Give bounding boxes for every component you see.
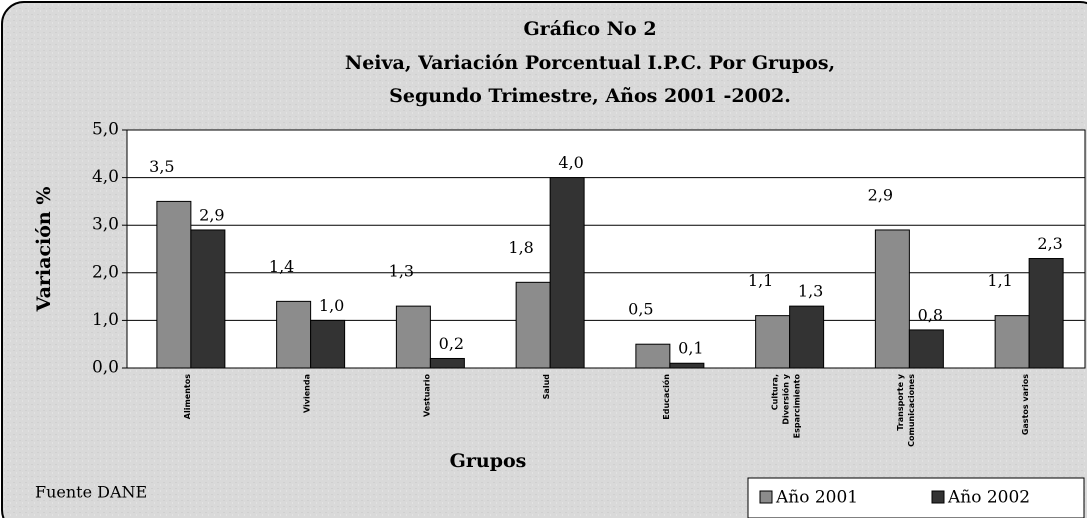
- bar: [515, 281, 551, 369]
- legend-swatch: [759, 490, 773, 504]
- data-label: 3,5: [149, 157, 174, 176]
- annotation: Fuente DANE: [35, 483, 147, 502]
- subtitle: Segundo Trimestre, Años 2001 -2002.: [389, 85, 791, 107]
- data-label: 1,8: [508, 238, 533, 257]
- legend-label: Año 2002: [947, 488, 1030, 508]
- data-label: 2,3: [1037, 234, 1062, 253]
- bar: [156, 200, 192, 369]
- bar: [190, 229, 226, 369]
- legend-label: Año 2001: [775, 488, 858, 508]
- x-tick-label: Alimentos: [182, 374, 191, 419]
- data-label: 0,5: [628, 300, 653, 319]
- data-label: 2,9: [199, 205, 224, 224]
- x-tick-label: Gastos varios: [1021, 374, 1030, 435]
- y-tick-label: 4,0: [92, 167, 119, 187]
- bar: [395, 305, 431, 369]
- legend-swatch: [931, 490, 945, 504]
- y-tick-label: 2,0: [92, 262, 119, 282]
- chart-title: Gráfico No 2: [523, 18, 656, 40]
- data-label: 1,1: [987, 271, 1012, 290]
- bar: [276, 300, 312, 369]
- y-tick-label: 3,0: [92, 215, 119, 235]
- data-label: 0,1: [678, 339, 703, 358]
- x-tick-label: Vivienda: [302, 374, 311, 413]
- x-tick-label: Transporte y Comunicaciones: [895, 373, 915, 447]
- bar: [755, 315, 791, 369]
- x-tick-label: Vestuario: [422, 374, 431, 418]
- bar: [1028, 258, 1064, 369]
- data-label: 0,2: [439, 334, 464, 353]
- bar: [669, 362, 705, 369]
- legend: [747, 477, 1085, 518]
- x-tick-label: Cultura, Diversión y Esparcimiento: [770, 373, 801, 438]
- x-tick-label: Educación: [660, 374, 670, 420]
- data-label: 1,0: [319, 296, 344, 315]
- data-label: 1,3: [389, 262, 414, 281]
- bar: [789, 305, 825, 369]
- data-label: 2,9: [868, 185, 893, 204]
- data-label: 1,1: [748, 271, 773, 290]
- bar: [635, 343, 671, 369]
- bar: [429, 357, 465, 369]
- x-tick-label: Salud: [542, 374, 551, 400]
- data-label: 1,4: [269, 257, 294, 276]
- y-tick-label: 5,0: [92, 120, 119, 140]
- y-axis-label: Variación %: [33, 187, 55, 313]
- bar: [908, 329, 944, 369]
- y-tick-label: 0,0: [92, 358, 119, 378]
- data-label: 1,3: [798, 282, 823, 301]
- bar: [994, 315, 1030, 369]
- data-label: 4,0: [558, 153, 583, 172]
- x-axis-label: Grupos: [450, 450, 527, 472]
- data-label: 0,8: [918, 305, 943, 324]
- subtitle: Neiva, Variación Porcentual I.P.C. Por G…: [345, 52, 835, 74]
- bar: [310, 319, 346, 369]
- y-tick-label: 1,0: [92, 310, 119, 330]
- bar: [549, 177, 585, 369]
- bar: [874, 229, 910, 369]
